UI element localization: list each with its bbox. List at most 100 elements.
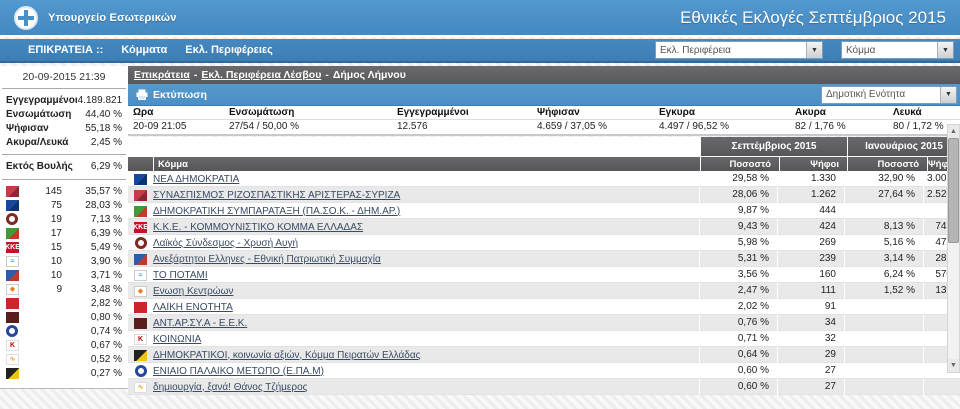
sidebar-party-row: KKE 15 5,49 % [6,240,122,254]
enosi-kentroon-logo-icon: ◆ [6,283,19,295]
jan-percent-cell [844,203,923,219]
table-scrollbar[interactable]: ▲ ▼ [947,124,960,373]
jan-votes-cell: 3.007 [923,171,960,187]
sep-votes-cell: 444 [777,203,844,219]
laiki-enotita-logo-icon [6,297,19,309]
party-percent: 2,82 % [90,297,122,309]
sidebar-party-row: 0,74 % [6,324,122,338]
party-name-cell: ΚΟΙΝΩΝΙΑ [153,334,699,345]
xrysi-avgi-logo-icon [6,213,18,225]
stat-row: Εγγεγραμμένοι 4.189.821 [6,94,122,108]
sep-percent-cell: 3,56 % [699,267,777,283]
party-link[interactable]: ΚΟΙΝΩΝΙΑ [153,333,202,345]
party-name-cell: ΝΕΑ ΔΗΜΟΚΡΑΤΙΑ [153,174,699,185]
dimiourgia-xana-logo-icon: ∿ [6,353,19,365]
dim-symparataxi-logo-icon [134,205,147,217]
results-group-header: Σεπτέμβριος 2015 Ιανουάριος 2015 [128,137,960,156]
sep-percent-cell: 0,76 % [699,315,777,331]
sidebar-party-row: 10 3,71 % [6,268,122,282]
party-icon-cell [128,317,153,329]
party-link[interactable]: ΛΑΪΚΗ ΕΝΟΤΗΤΑ [153,301,233,313]
chevron-down-icon[interactable]: ▼ [806,42,822,58]
party-select[interactable]: Κόμμα ▼ [841,41,954,59]
party-name-cell: ΔΗΜΟΚΡΑΤΙΚΗ ΣΥΜΠΑΡΑΤΑΞΗ (ΠΑ.ΣΟ.Κ. - ΔΗΜ.… [153,206,699,217]
sep-votes-cell: 27 [777,363,844,379]
party-link[interactable]: Κ.Κ.Ε. - ΚΟΜΜΟΥΝΙΣΤΙΚΟ ΚΟΜΜΑ ΕΛΛΑΔΑΣ [153,221,364,233]
chevron-down-icon[interactable]: ▼ [937,42,953,58]
party-percent: 0,67 % [90,339,122,351]
sidebar-party-row: ≈10 3,90 % [6,254,122,268]
summary-header-cell: Λευκά [893,107,922,118]
ministry-name: Υπουργείο Εσωτερικών [48,11,177,24]
jan-votes-cell: 287 [923,251,960,267]
dimiourgia-xana-logo-icon: ∿ [134,381,147,393]
party-name-cell: ΔΗΜΟΚΡΑΤΙΚΟΙ, κοινωνία αξιών, Κόμμα Πειρ… [153,350,699,361]
koinonia-logo-icon: K [6,339,19,351]
party-link[interactable]: ΔΗΜΟΚΡΑΤΙΚΟΙ, κοινωνία αξιών, Κόμμα Πειρ… [153,349,421,361]
jan-percent-cell [844,331,923,347]
nea-dimokratia-logo-icon [134,173,147,185]
stat-label: Εγγεγραμμένοι [6,95,78,106]
scroll-down-icon[interactable]: ▼ [948,359,959,372]
sidebar-party-row: 19 7,13 % [6,212,122,226]
nav-link-parties[interactable]: Κόμματα [121,44,168,56]
sidebar-party-row: ∿ 0,52 % [6,352,122,366]
ministry-logo-icon [14,5,38,30]
sidebar-party-row: 0,27 % [6,366,122,380]
summary-values: 20-09 21:05 27/54 / 50,00 % 12.576 4.659 / … [128,119,960,134]
municipal-unit-select[interactable]: Δημοτική Ενότητα ▼ [821,85,957,104]
sep-votes-cell: 29 [777,347,844,363]
party-percent: 5,49 % [90,241,122,253]
antarsya-logo-icon [6,311,19,323]
app-header: Υπουργείο Εσωτερικών Εθνικές Εκλογές Σεπ… [0,0,960,37]
party-percent: 7,13 % [90,213,122,225]
party-link[interactable]: ΕΝΙΑΙΟ ΠΑΛΑΙΚΟ ΜΕΤΩΠΟ (Ε.ΠΑ.Μ) [153,365,324,377]
summary-value-cell: 80 / 1,72 % [893,119,960,134]
nav-link-districts[interactable]: Εκλ. Περιφέρειες [185,44,273,56]
printer-icon [136,89,148,100]
jan-percent-cell: 1,52 % [844,283,923,299]
party-link[interactable]: ΣΥΝΑΣΠΙΣΜΟΣ ΡΙΖΟΣΠΑΣΤΙΚΗΣ ΑΡΙΣΤΕΡΑΣ-ΣΥΡΙ… [153,189,401,201]
jan-percent-cell [844,315,923,331]
party-link[interactable]: ΑΝΤ.ΑΡ.ΣΥ.Α - Ε.Ε.Κ. [153,317,248,329]
summary-header-cell: Εγκυρα [659,107,695,118]
nav-territory[interactable]: ΕΠΙΚΡΑΤΕΙΑ :: [28,44,104,56]
column-jan-percent: Ποσοστό [848,157,927,171]
jan-votes-cell [923,203,960,219]
party-seats: 10 [50,255,62,267]
scroll-up-icon[interactable]: ▲ [948,125,959,138]
party-link[interactable]: ΔΗΜΟΚΡΑΤΙΚΗ ΣΥΜΠΑΡΑΤΑΞΗ (ΠΑ.ΣΟ.Κ. - ΔΗΜ.… [153,205,401,217]
party-link[interactable]: ΤΟ ΠΟΤΑΜΙ [153,269,208,281]
epam-logo-icon [134,365,147,377]
scrollbar-track[interactable] [948,138,959,359]
region-select[interactable]: Εκλ. Περιφέρεια ▼ [655,41,823,59]
party-percent: 3,90 % [90,255,122,267]
koinonia-logo-icon: K [134,333,147,345]
party-seats: 145 [45,185,62,197]
party-icon-cell [128,349,153,361]
party-link[interactable]: Ανεξάρτητοι Ελληνες - Εθνική Πατριωτική … [153,253,381,265]
jan-votes-cell [923,331,960,347]
jan-votes-cell [923,299,960,315]
breadcrumb-item[interactable]: Εκλ. Περιφέρεια Λέσβου [201,69,322,81]
jan-votes-cell [923,315,960,331]
party-link[interactable]: ΝΕΑ ΔΗΜΟΚΡΑΤΙΑ [153,173,240,185]
party-percent: 0,80 % [90,311,122,323]
stat-value: 55,18 % [85,123,122,134]
stat-row: Ακυρα/Λευκά 2,45 % [6,136,122,150]
party-link[interactable]: Λαϊκός Σύνδεσμος - Χρυσή Αυγή [153,237,299,249]
chevron-down-icon[interactable]: ▼ [940,86,956,103]
party-icon-cell: ≈ [128,269,153,281]
breadcrumb-item[interactable]: Επικράτεια [134,69,190,81]
scrollbar-thumb[interactable] [948,138,959,243]
party-link[interactable]: Ενωση Κεντρώων [153,285,234,297]
national-party-list: 145 35,57 % 75 28,03 % 19 7,13 % 17 6,39 % KKE 15… [2,180,126,382]
party-icon-cell: KKE [128,221,153,233]
party-percent: 28,03 % [85,199,122,211]
party-link[interactable]: δημιουργία, ξανά! Θάνος Τζήμερος [153,381,308,393]
sep-percent-cell: 28,06 % [699,187,777,203]
stat-value: 4.189.821 [77,95,123,106]
party-icon-cell [128,301,153,313]
print-button[interactable]: Εκτύπωση [136,89,207,101]
party-seats: 10 [50,269,62,281]
